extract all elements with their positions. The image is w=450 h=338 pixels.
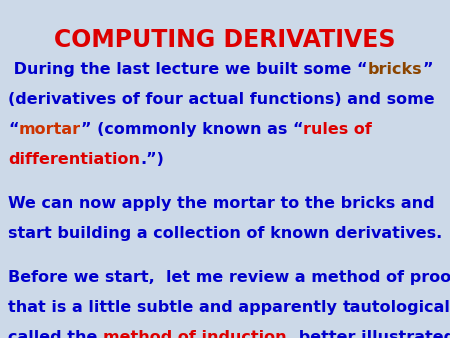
Text: We can now apply the mortar to the bricks and: We can now apply the mortar to the brick… bbox=[8, 196, 435, 211]
Text: “: “ bbox=[8, 122, 18, 137]
Text: bricks: bricks bbox=[368, 62, 422, 77]
Text: , better illustrated: , better illustrated bbox=[287, 330, 450, 338]
Text: mortar: mortar bbox=[18, 122, 81, 137]
Text: During the last lecture we built some “: During the last lecture we built some “ bbox=[8, 62, 368, 77]
Text: called the: called the bbox=[8, 330, 103, 338]
Text: (derivatives of four actual functions) and some: (derivatives of four actual functions) a… bbox=[8, 92, 435, 107]
Text: start building a collection of known derivatives.: start building a collection of known der… bbox=[8, 226, 442, 241]
Text: COMPUTING DERIVATIVES: COMPUTING DERIVATIVES bbox=[54, 28, 396, 52]
Text: Before we start,  let me review a method of proof: Before we start, let me review a method … bbox=[8, 270, 450, 285]
Text: ”: ” bbox=[422, 62, 432, 77]
Text: differentiation: differentiation bbox=[8, 152, 140, 167]
Text: method of induction: method of induction bbox=[103, 330, 287, 338]
Text: that is a little subtle and apparently: that is a little subtle and apparently bbox=[8, 300, 342, 315]
Text: rules of: rules of bbox=[303, 122, 372, 137]
Text: .”): .”) bbox=[140, 152, 164, 167]
Text: tautological: tautological bbox=[342, 300, 450, 315]
Text: ” (commonly known as “: ” (commonly known as “ bbox=[81, 122, 303, 137]
